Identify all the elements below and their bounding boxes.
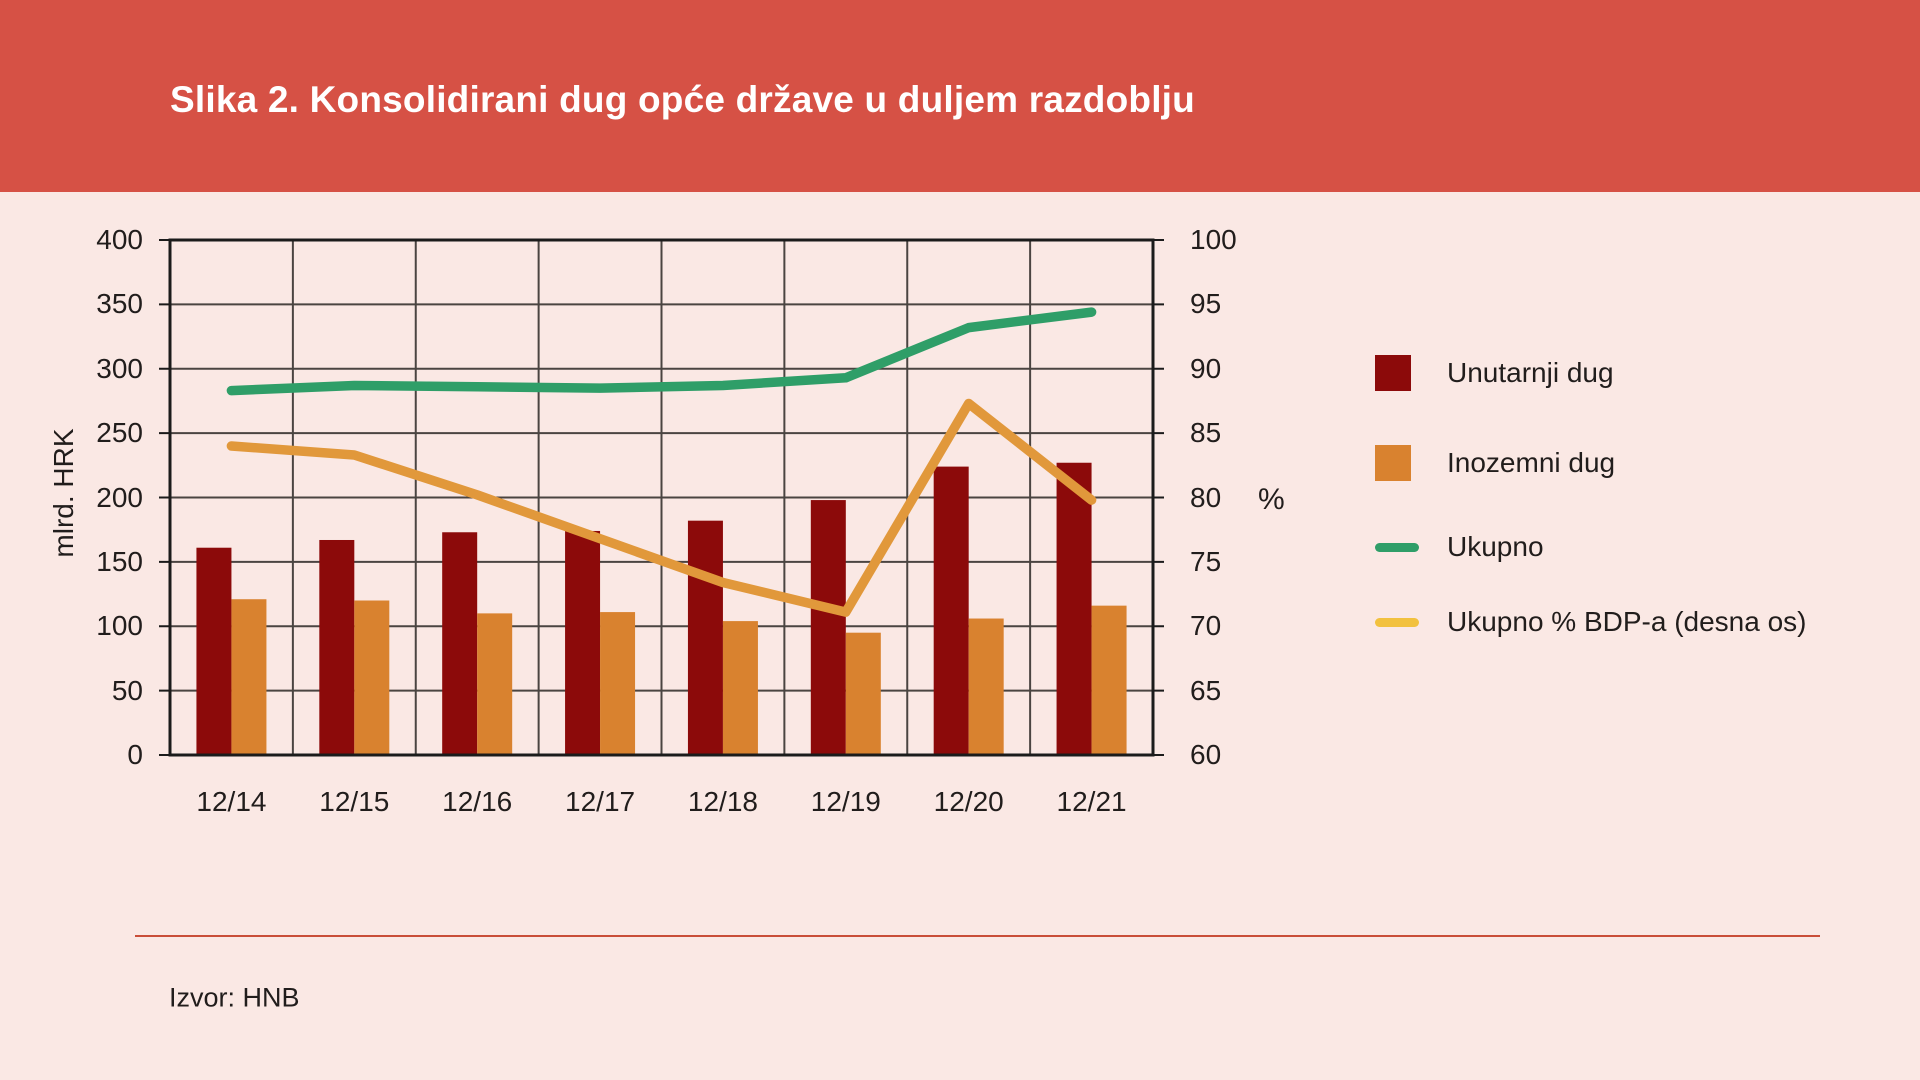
- bar-inozemni-dug-12/20: [968, 618, 1004, 755]
- bar-unutarnji-dug-12/20: [933, 466, 969, 755]
- left-axis-tick-label: 50: [111, 674, 143, 706]
- source-label: Izvor: HNB: [169, 982, 300, 1013]
- inozemni-dug-swatch: [1375, 445, 1411, 481]
- x-axis-label-12/14: 12/14: [196, 786, 267, 817]
- bar-inozemni-dug-12/21: [1091, 605, 1127, 755]
- unutarnji-dug-swatch: [1375, 355, 1411, 391]
- left-axis-tick-label: 250: [96, 417, 143, 449]
- footer-divider: [135, 935, 1820, 937]
- legend-label: Inozemni dug: [1447, 447, 1616, 478]
- right-axis-tick-label: 65: [1190, 674, 1222, 706]
- bar-unutarnji-dug-12/16: [442, 532, 478, 755]
- left-axis-tick-label: 100: [96, 610, 143, 642]
- right-axis-tick-label: 85: [1190, 417, 1222, 449]
- ukupno-pct-bdp-line-swatch: [1375, 617, 1419, 627]
- x-axis-label-12/21: 12/21: [1056, 786, 1127, 817]
- left-axis-tick-label: 150: [96, 545, 143, 577]
- left-axis-tick-label: 350: [96, 288, 143, 320]
- legend-label: Ukupno: [1447, 531, 1544, 562]
- left-axis-tick-label: 400: [96, 224, 143, 255]
- legend-item-ukupno: Ukupno: [1375, 527, 1544, 567]
- bar-unutarnji-dug-12/17: [565, 530, 601, 755]
- bar-inozemni-dug-12/18: [722, 621, 758, 755]
- bar-unutarnji-dug-12/18: [687, 520, 723, 755]
- chart-title: Slika 2. Konsolidirani dug opće države u…: [170, 79, 1195, 120]
- x-axis-label-12/16: 12/16: [442, 786, 513, 817]
- bar-inozemni-dug-12/17: [600, 612, 636, 755]
- right-axis-title: %: [1258, 483, 1285, 516]
- x-axis-label-12/15: 12/15: [319, 786, 390, 817]
- line-ukupno-pct-bdp: [226, 398, 1097, 617]
- bar-unutarnji-dug-12/14: [196, 547, 232, 755]
- legend-label: Unutarnji dug: [1447, 357, 1614, 388]
- right-axis-tick-label: 80: [1190, 481, 1222, 513]
- x-axis-label-12/17: 12/17: [565, 786, 636, 817]
- legend-item-ukupno-pct-bdp: Ukupno % BDP-a (desna os): [1375, 602, 1807, 642]
- ukupno-line-swatch: [1375, 542, 1419, 552]
- plot-border: [168, 238, 1155, 757]
- x-axis-label-12/18: 12/18: [687, 786, 758, 817]
- right-axis-tick-label: 95: [1190, 288, 1222, 320]
- right-axis-tick-label: 60: [1190, 739, 1222, 770]
- bar-inozemni-dug-12/16: [477, 613, 513, 755]
- right-axis-tick-label: 75: [1190, 545, 1222, 577]
- legend-label: Ukupno % BDP-a (desna os): [1447, 606, 1807, 637]
- right-axis-tick-label: 100: [1190, 224, 1237, 255]
- x-axis-label-12/20: 12/20: [933, 786, 1004, 817]
- title-banner: Slika 2. Konsolidirani dug opće države u…: [0, 0, 1920, 192]
- right-axis-tick-label: 70: [1190, 610, 1222, 642]
- bar-unutarnji-dug-12/15: [319, 539, 355, 755]
- right-axis-tick-label: 90: [1190, 352, 1222, 384]
- plot-area: [159, 238, 1164, 757]
- left-axis-tick-label: 200: [96, 481, 143, 513]
- left-axis-tick-label: 0: [127, 739, 143, 770]
- bar-inozemni-dug-12/19: [845, 632, 881, 755]
- bar-inozemni-dug-12/14: [231, 599, 267, 755]
- x-axis-label-12/19: 12/19: [810, 786, 881, 817]
- bar-inozemni-dug-12/15: [354, 600, 390, 755]
- bar-unutarnji-dug-12/19: [810, 500, 846, 755]
- legend-item-inozemni-dug: Inozemni dug: [1375, 443, 1615, 483]
- bar-unutarnji-dug-12/21: [1056, 462, 1092, 755]
- line-ukupno: [226, 307, 1097, 396]
- left-axis-tick-label: 300: [96, 352, 143, 384]
- legend-item-unutarnji-dug: Unutarnji dug: [1375, 353, 1614, 393]
